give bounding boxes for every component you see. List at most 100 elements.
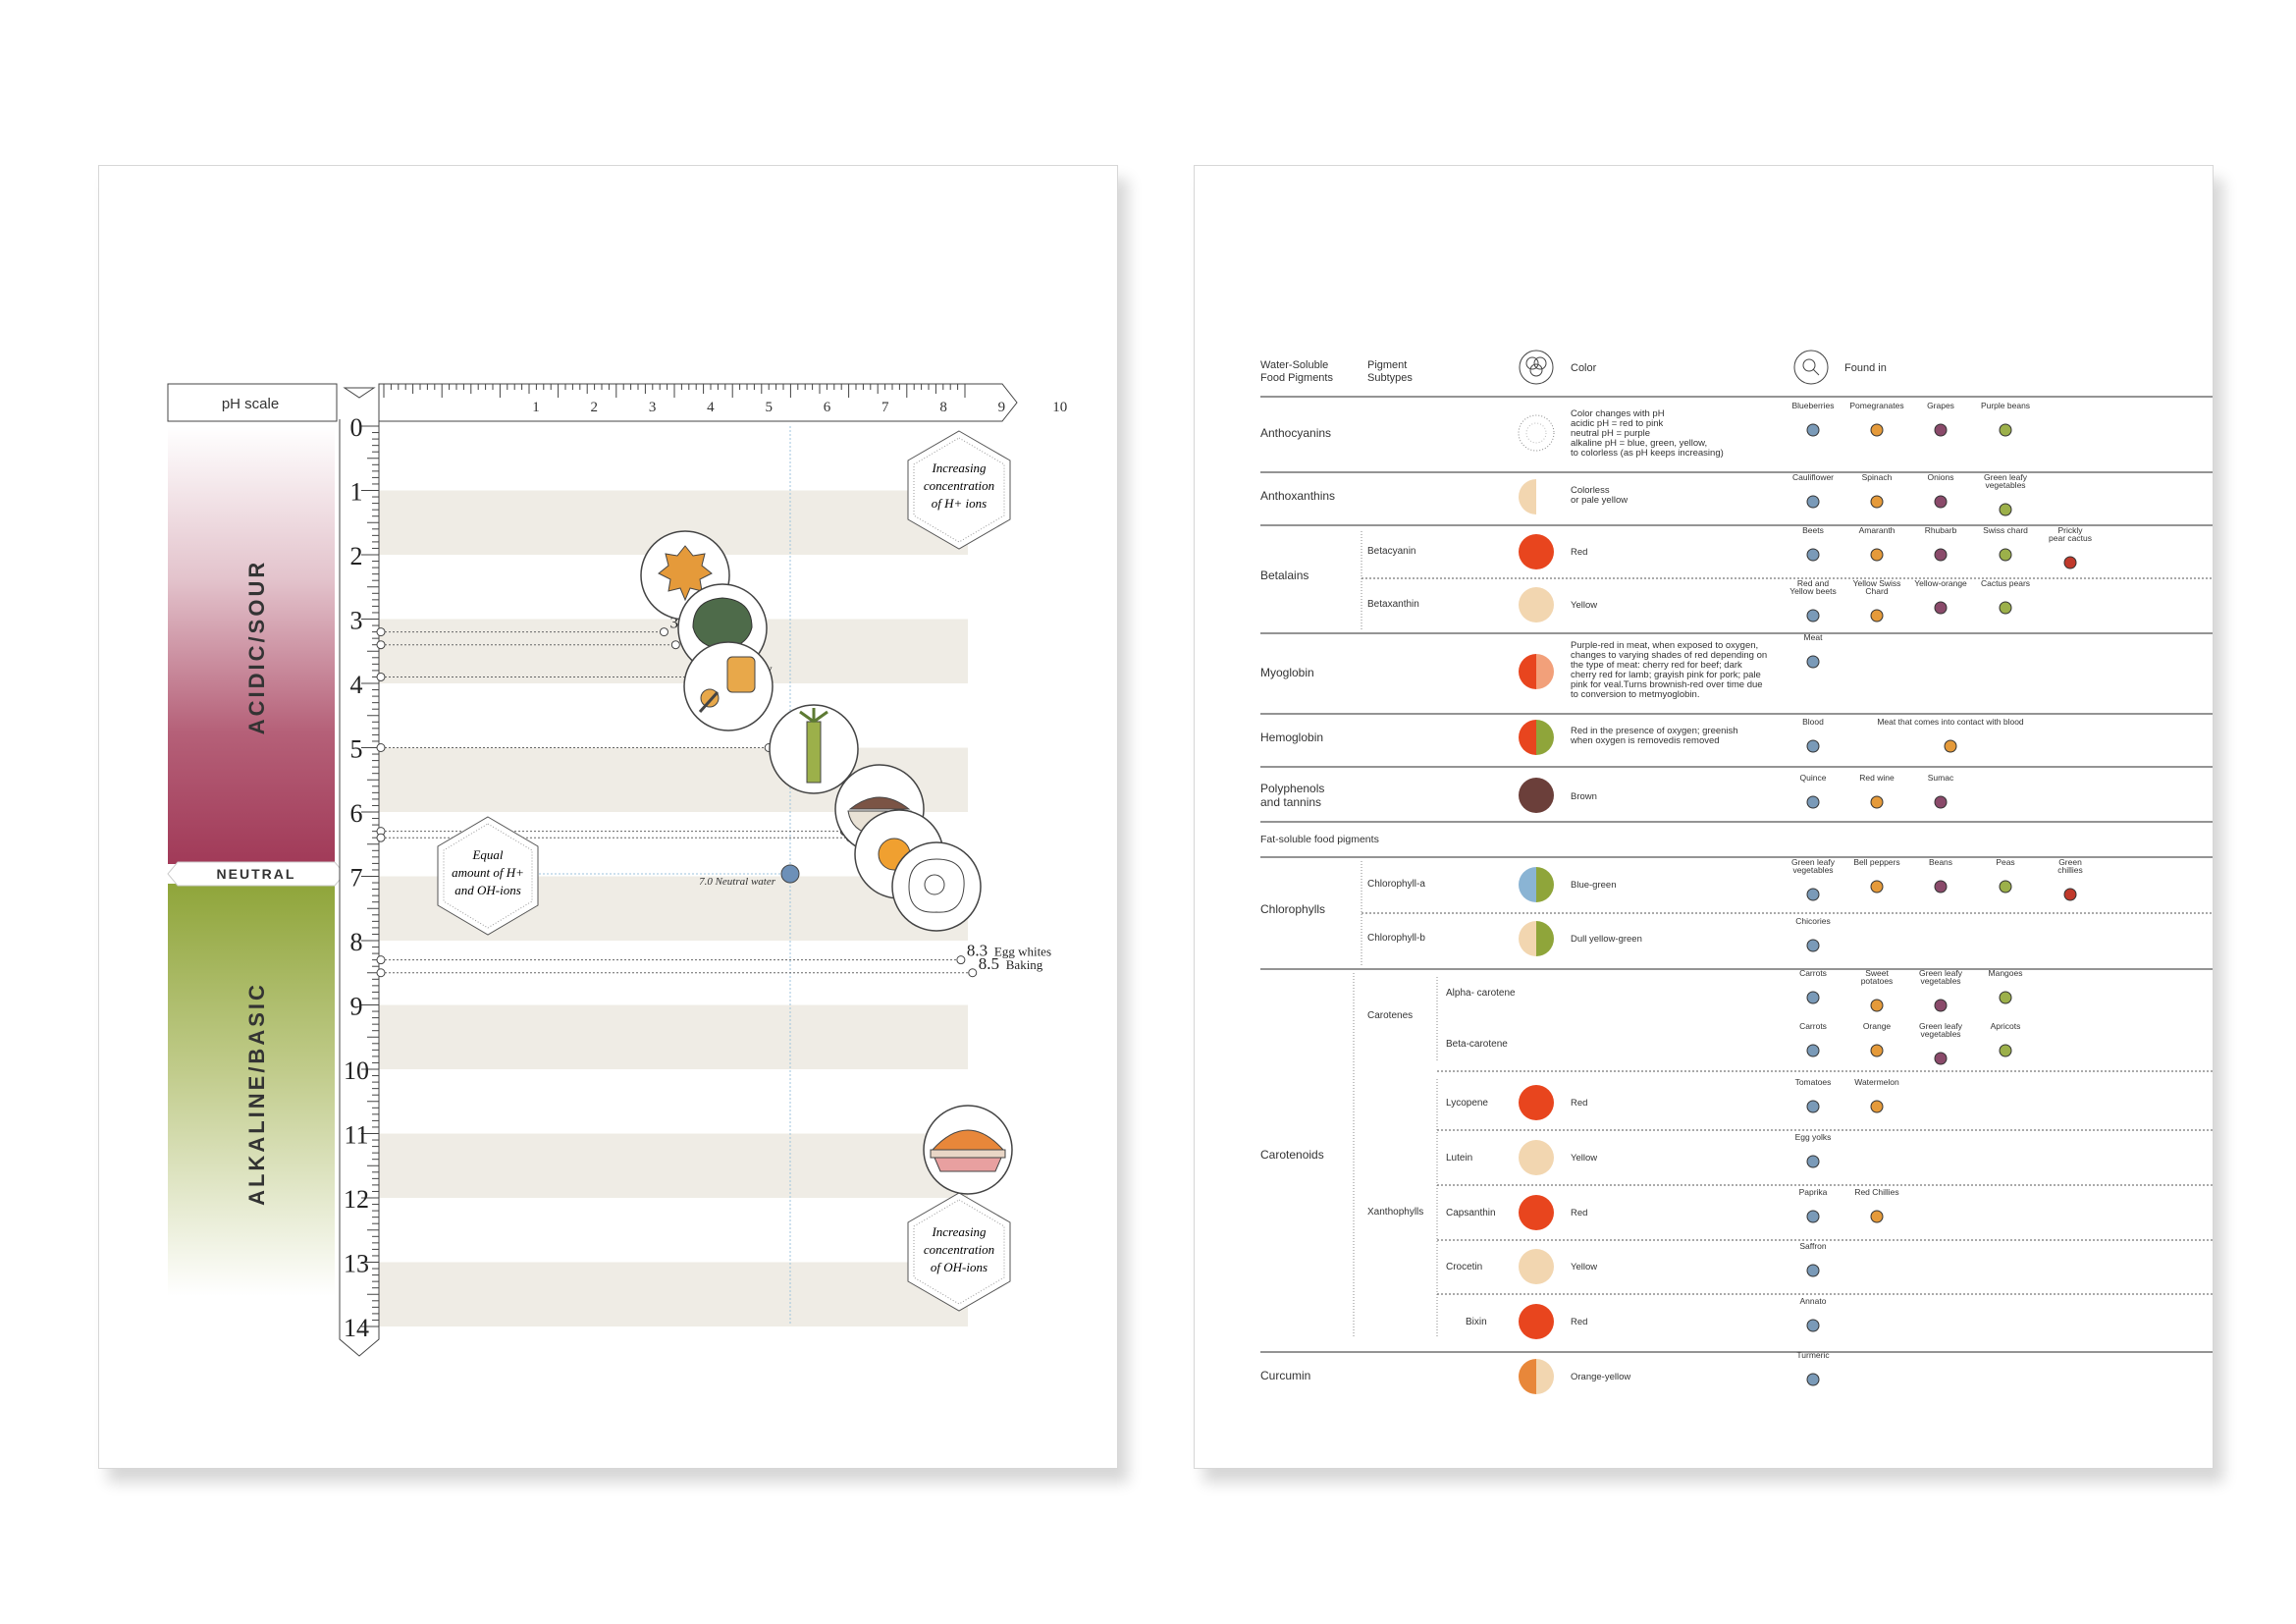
found-in-item: Cauliflower xyxy=(1792,472,1834,482)
alkaline-band xyxy=(168,884,335,1296)
stripe xyxy=(379,1262,968,1326)
svg-text:amount of H+: amount of H+ xyxy=(452,865,524,880)
pigments-page: Water-Soluble Food Pigments Pigment Subt… xyxy=(1194,165,2296,1469)
ph-value-label: 3 xyxy=(350,607,363,635)
food-icon xyxy=(1870,1044,1884,1057)
food-icon xyxy=(1870,1210,1884,1223)
found-in-item: vegetables xyxy=(1920,1029,1960,1039)
found-in-item: Egg yolks xyxy=(1795,1132,1832,1142)
food-icon xyxy=(1806,495,1820,509)
sugarcane-icon xyxy=(769,704,859,794)
ph-scale-page: NEUTRAL ACIDIC/SOUR ALKALINE/BASIC pH sc… xyxy=(98,165,1118,1469)
top-ruler xyxy=(378,383,1018,422)
svg-text:Pigment: Pigment xyxy=(1367,359,1407,371)
food-icon xyxy=(1934,1052,1948,1065)
found-in-item: Orange xyxy=(1863,1021,1892,1031)
found-in-item: Swiss chard xyxy=(1983,525,2028,535)
found-in-item: Purple beans xyxy=(1981,401,2030,410)
subtype-name: Xanthophylls xyxy=(1367,1207,1423,1218)
marker-start xyxy=(376,672,386,681)
ph-value-label: 4 xyxy=(350,671,363,699)
color-description: Brown xyxy=(1571,791,1597,802)
ph-value-label: 2 xyxy=(350,542,363,570)
ph-value-label: 9 xyxy=(350,993,363,1021)
food-name: Egg whites xyxy=(994,945,1051,959)
found-in-item: vegetables xyxy=(1920,976,1960,986)
found-in-item: vegetables xyxy=(1792,865,1833,875)
food-icon xyxy=(1870,880,1884,893)
marker-end xyxy=(659,627,668,637)
acidic-label: ACIDIC/SOUR xyxy=(244,560,269,734)
subtype-name: Chlorophyll-a xyxy=(1367,879,1425,890)
subtype-name: Alpha- carotene xyxy=(1446,988,1516,999)
found-in-item: Saffron xyxy=(1799,1241,1827,1251)
found-in-item: Green leafy xyxy=(1919,968,1963,978)
swatch xyxy=(1519,479,1554,514)
base-note: Increasing concentration of OH-ions xyxy=(907,1192,1011,1312)
food-icon xyxy=(1806,1264,1820,1277)
ph-value-label: 14 xyxy=(344,1314,369,1342)
food-icon xyxy=(1870,495,1884,509)
ph-value-label: 8 xyxy=(350,928,363,956)
found-in-item: Annato xyxy=(1800,1296,1827,1306)
swatch xyxy=(1519,867,1554,902)
color-description: Red xyxy=(1571,1317,1587,1327)
found-in-item: Turmeric xyxy=(1796,1350,1830,1360)
color-description: Color changes with pH xyxy=(1571,408,1665,419)
food-icon xyxy=(1806,795,1820,809)
top-tick-label: 2 xyxy=(591,400,599,415)
found-in-item: Blueberries xyxy=(1792,401,1835,410)
food-icon xyxy=(1806,548,1820,562)
food-icon xyxy=(1806,609,1820,623)
color-description: the type of meat: cherry red for beef; d… xyxy=(1571,660,1742,671)
food-icon xyxy=(1870,423,1884,437)
top-tick-label: 6 xyxy=(824,400,831,415)
color-header-icon xyxy=(1519,350,1554,385)
subtype-name: Lycopene xyxy=(1446,1098,1488,1109)
top-tick-label: 1 xyxy=(532,400,540,415)
food-icon xyxy=(1806,655,1820,669)
found-in-item: Beets xyxy=(1802,525,1824,535)
top-tick-label: 10 xyxy=(1052,400,1067,415)
color-description: changes to varying shades of red dependi… xyxy=(1571,650,1767,661)
svg-text:concentration: concentration xyxy=(924,1242,994,1257)
pie-icon xyxy=(923,1105,1013,1195)
pigment-name: Hemoglobin xyxy=(1260,731,1323,744)
subtype-name: Chlorophyll-b xyxy=(1367,933,1425,944)
top-tick-label: 7 xyxy=(881,400,889,415)
food-icon xyxy=(1999,601,2012,615)
color-description: Red xyxy=(1571,1098,1587,1109)
found-in-item: Meat xyxy=(1804,632,1824,642)
swatch xyxy=(1519,654,1554,689)
found-in-item: Green leafy xyxy=(1919,1021,1963,1031)
ph-value-label: 7 xyxy=(350,864,363,893)
scale-label-box xyxy=(167,383,338,422)
food-icon xyxy=(1806,739,1820,753)
svg-text:and OH-ions: and OH-ions xyxy=(454,883,521,897)
found-in-item: Cactus pears xyxy=(1981,578,2030,588)
swatch xyxy=(1519,921,1554,956)
swatch xyxy=(1518,414,1555,452)
found-in-item: chillies xyxy=(2057,865,2083,875)
food-icon xyxy=(1870,795,1884,809)
food-icon xyxy=(1806,939,1820,952)
svg-text:Food Pigments: Food Pigments xyxy=(1260,372,1333,384)
subtype-name: Beta-carotene xyxy=(1446,1039,1508,1050)
svg-text:Increasing: Increasing xyxy=(931,460,987,475)
svg-text:Subtypes: Subtypes xyxy=(1367,372,1413,384)
found-in-item: Yellow beets xyxy=(1789,586,1836,596)
subtype-name: Bixin xyxy=(1466,1317,1487,1327)
fried-egg-icon xyxy=(891,841,982,932)
svg-text:Equal: Equal xyxy=(471,847,503,862)
marker-start xyxy=(376,743,386,752)
color-description: to colorless (as pH keeps increasing) xyxy=(1571,448,1724,459)
color-description: Blue-green xyxy=(1571,880,1616,891)
food-ph-value: 8.5 xyxy=(979,954,999,973)
honey-icon xyxy=(683,641,774,731)
marker-start xyxy=(376,968,386,978)
found-in-item: Red Chillies xyxy=(1854,1187,1898,1197)
food-name: Baking xyxy=(1006,957,1043,972)
svg-text:concentration: concentration xyxy=(924,478,994,493)
found-in-item: Apricots xyxy=(1991,1021,2021,1031)
